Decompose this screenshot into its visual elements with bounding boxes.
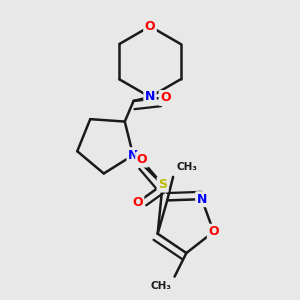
Text: S: S — [158, 178, 167, 191]
Text: N: N — [196, 193, 207, 206]
Text: O: O — [132, 196, 143, 209]
Text: N: N — [145, 91, 155, 103]
Text: N: N — [128, 148, 138, 162]
Text: O: O — [145, 20, 155, 33]
Text: O: O — [208, 225, 219, 238]
Text: O: O — [160, 92, 171, 104]
Text: CH₃: CH₃ — [176, 162, 197, 172]
Text: CH₃: CH₃ — [151, 281, 172, 291]
Text: O: O — [137, 153, 147, 166]
